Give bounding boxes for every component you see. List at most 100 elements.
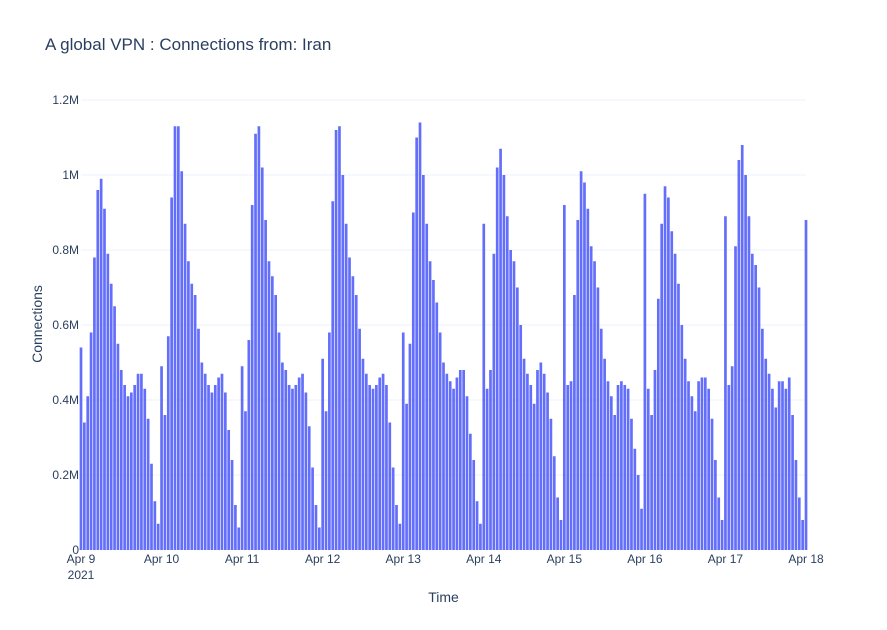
x-tick-label: Apr 17: [708, 552, 744, 566]
bar: [223, 392, 227, 550]
bar: [398, 523, 402, 550]
bar: [361, 358, 365, 550]
bar: [136, 373, 140, 550]
bar: [693, 411, 697, 550]
bar: [103, 208, 106, 550]
bar: [519, 325, 523, 550]
bar: [170, 197, 173, 550]
bar: [109, 283, 113, 550]
bar: [556, 497, 559, 550]
axes: 0 0.2M 0.4M 0.6M 0.8M 1M 1.2M Apr 9 2021 Apr 10 Ap…: [52, 93, 824, 582]
bar: [529, 385, 533, 550]
bar: [391, 467, 395, 550]
y-tick-label: 0.6M: [52, 318, 79, 332]
bar: [767, 373, 771, 550]
bar: [79, 347, 83, 550]
bar: [734, 246, 737, 550]
bar: [680, 325, 684, 550]
bar: [801, 520, 804, 550]
bar: [465, 396, 469, 550]
bar: [237, 527, 241, 550]
bar: [475, 501, 479, 550]
y-tick-label: 1M: [62, 168, 79, 182]
bar: [787, 377, 791, 550]
bar: [180, 171, 184, 550]
bar: [153, 501, 157, 550]
bar: [203, 373, 207, 550]
bar: [761, 328, 764, 550]
bar: [603, 358, 606, 550]
x-tick-label: Apr 15: [547, 552, 583, 566]
bar: [445, 373, 449, 550]
bar: [714, 460, 717, 550]
bar: [405, 403, 408, 550]
bar: [469, 433, 472, 550]
bar: [83, 422, 86, 550]
bar: [586, 208, 590, 550]
bar: [633, 448, 637, 550]
bar: [166, 336, 170, 550]
bar: [281, 362, 284, 550]
bar: [492, 253, 496, 550]
bar: [210, 392, 214, 550]
bar: [354, 295, 358, 550]
bar: [123, 385, 126, 550]
bar: [509, 250, 512, 550]
bar: [532, 403, 536, 550]
bar: [328, 332, 331, 550]
bar: [146, 418, 150, 550]
bar: [254, 133, 257, 550]
bar: [653, 370, 657, 550]
bar: [274, 295, 278, 550]
bar: [724, 216, 727, 550]
bar: [599, 328, 603, 550]
bar: [334, 130, 338, 550]
bar: [579, 171, 583, 550]
bar: [784, 388, 788, 550]
bar: [583, 182, 586, 550]
bar: [130, 392, 133, 550]
bar: [616, 385, 620, 550]
bar: [626, 388, 630, 550]
bar: [230, 460, 234, 550]
bar: [505, 216, 509, 550]
bar: [442, 362, 445, 550]
chart-title: A global VPN : Connections from: Iran: [45, 35, 331, 54]
bar: [428, 261, 432, 550]
bar: [663, 186, 667, 550]
bar: [270, 276, 274, 550]
bar: [717, 497, 721, 550]
y-tick-label: 0.8M: [52, 243, 79, 257]
x-tick-label: Apr 16: [627, 552, 663, 566]
x-tick-label: Apr 12: [305, 552, 341, 566]
bar: [432, 280, 435, 550]
bar: [526, 373, 529, 550]
bar: [656, 298, 660, 550]
bar: [294, 385, 298, 550]
x-tick-label: Apr 14: [466, 552, 502, 566]
y-tick-label: 1.2M: [52, 93, 79, 107]
bar: [371, 388, 375, 550]
bar: [502, 175, 506, 550]
bar: [331, 201, 335, 550]
bar: [86, 396, 90, 550]
bar: [177, 126, 180, 550]
bar: [646, 388, 650, 550]
bar: [415, 137, 418, 550]
bar: [311, 467, 314, 550]
bar: [244, 411, 247, 550]
bar: [89, 332, 93, 550]
bar: [643, 193, 647, 550]
bar: [113, 306, 116, 550]
bar: [522, 358, 526, 550]
bar: [381, 373, 385, 550]
bar: [559, 520, 563, 550]
bar: [562, 205, 566, 550]
bar: [284, 370, 288, 550]
bar: [307, 426, 311, 550]
bar: [730, 366, 734, 550]
bar: [673, 253, 677, 550]
bar: [348, 257, 351, 550]
bar: [791, 415, 794, 550]
